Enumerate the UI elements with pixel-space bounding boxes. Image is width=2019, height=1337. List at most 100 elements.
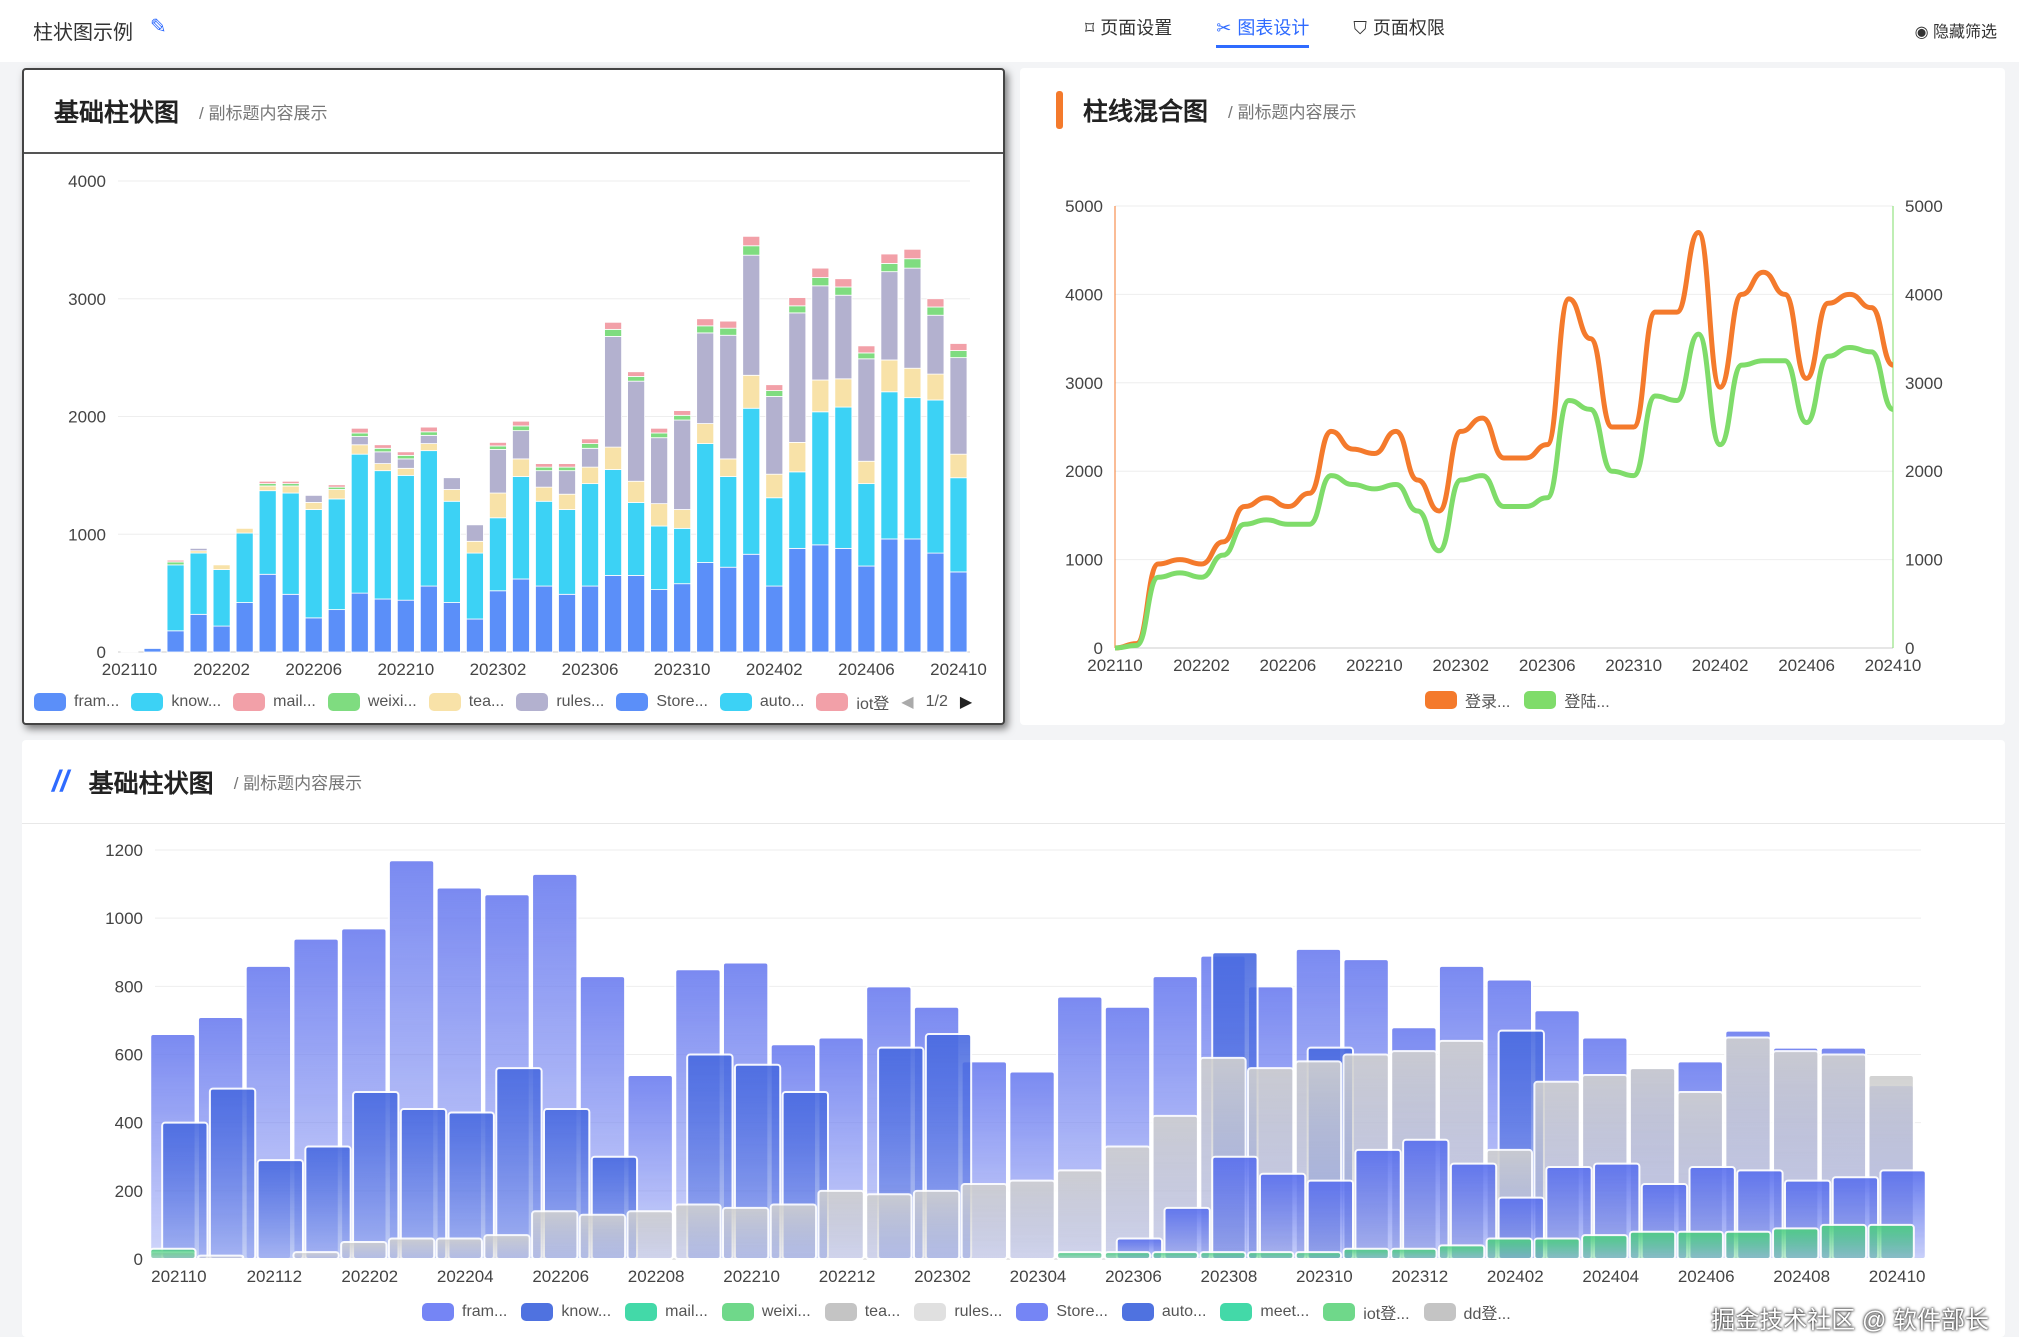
legend-item[interactable]: Store...: [616, 693, 708, 711]
bar-segment-tea: [489, 492, 507, 519]
legend-item[interactable]: meet...: [1220, 1303, 1309, 1321]
bar-segment-rules: [350, 436, 369, 446]
x-tick-label: 202202: [341, 1267, 398, 1286]
bar-tea: [340, 1240, 388, 1261]
legend-item[interactable]: weixi...: [721, 1303, 811, 1321]
x-tick-label: 202302: [914, 1267, 971, 1286]
legend-item[interactable]: rules...: [516, 693, 604, 711]
bar-iot: [1294, 1251, 1343, 1261]
bar-segment-tea: [235, 527, 254, 534]
legend-prev-icon[interactable]: ◀: [901, 694, 914, 711]
bar-segment-fram: [512, 578, 530, 653]
tab-page-settings[interactable]: ⌑ 页面设置: [1085, 0, 1172, 62]
bar-tea: [1008, 1179, 1056, 1261]
bar-iot: [1581, 1234, 1629, 1260]
bar-segment-know: [627, 502, 646, 576]
bar-iot: [1199, 1251, 1247, 1261]
legend-item[interactable]: rules...: [914, 1303, 1002, 1321]
bar-segment-tea: [903, 367, 922, 399]
legend-item[interactable]: mail...: [625, 1303, 708, 1321]
legend-item[interactable]: tea...: [428, 693, 504, 711]
edit-title-icon[interactable]: ✎: [150, 16, 167, 38]
x-tick-label: 202110: [1087, 656, 1142, 675]
bar-segment-mail: [650, 427, 669, 434]
legend-swatch: [721, 1303, 754, 1321]
bar-segment-fram: [650, 589, 669, 653]
bar-segment-fram: [926, 552, 945, 653]
bar-segment-fram: [189, 613, 208, 653]
y-tick-label: 3000: [68, 290, 106, 309]
tab-chart-design[interactable]: ✂ 图表设计: [1216, 0, 1310, 62]
bar-segment-know: [788, 471, 807, 549]
bar-iot: [1485, 1237, 1534, 1260]
bookmark-icon: ⌑: [1085, 18, 1095, 38]
x-tick-label: 202210: [723, 1267, 780, 1286]
legend-item[interactable]: tea...: [824, 1303, 900, 1321]
bar-segment-fram: [673, 583, 692, 653]
bar-segment-mail: [558, 463, 576, 468]
bar-segment-weixi: [857, 352, 876, 360]
y-tick-label: 1000: [105, 909, 143, 928]
legend-pager: 1/2: [925, 693, 948, 710]
bar-segment-tea: [788, 442, 807, 473]
bar-segment-tea: [742, 374, 761, 409]
bar-Store: [1211, 1155, 1259, 1260]
legend-item[interactable]: know...: [131, 693, 221, 711]
x-tick-label: 202312: [1391, 1267, 1448, 1286]
y-tick-label: 0: [134, 1250, 143, 1269]
legend-item[interactable]: 登录...: [1425, 688, 1510, 712]
y-tick-label: 4000: [1065, 285, 1103, 304]
legend-item[interactable]: mail...: [233, 693, 316, 711]
y-tick-label: 600: [115, 1046, 143, 1065]
bar-segment-rules: [512, 430, 530, 460]
bar-segment-rules: [903, 267, 922, 369]
y-tick-label: 1200: [105, 841, 143, 860]
bar-segment-mail: [788, 297, 807, 307]
legend-item[interactable]: fram...: [34, 693, 119, 711]
x-tick-label: 202406: [1678, 1267, 1735, 1286]
legend-item[interactable]: iot登: [816, 690, 889, 714]
bar-tea: [960, 1183, 1008, 1260]
bar-iot: [1390, 1247, 1438, 1260]
legend-next-icon[interactable]: ▶: [959, 694, 973, 711]
tab-page-permissions[interactable]: ⛉ 页面权限: [1353, 0, 1445, 62]
shield-icon: ⛉: [1353, 18, 1367, 38]
legend-item[interactable]: iot登...: [1323, 1300, 1410, 1324]
legend-item[interactable]: Store...: [1016, 1303, 1108, 1321]
legend-item[interactable]: dd登...: [1423, 1300, 1511, 1324]
bar-segment-tea: [926, 373, 945, 401]
bar-segment-know: [650, 525, 669, 590]
bar-segment-rules: [834, 294, 853, 380]
legend-item[interactable]: auto...: [1121, 1303, 1206, 1321]
legend-item[interactable]: auto...: [719, 693, 804, 711]
bar-tea: [817, 1189, 865, 1261]
accent-bar: [1056, 91, 1063, 129]
legend-item[interactable]: fram...: [422, 1303, 507, 1321]
card-title: 基础柱状图: [54, 99, 180, 127]
y2-tick-label: 4000: [1905, 285, 1943, 304]
x-tick-label: 202402: [1487, 1267, 1544, 1286]
bar-tea: [531, 1210, 579, 1260]
y-tick-label: 400: [115, 1114, 143, 1133]
bar-iot: [1772, 1227, 1820, 1261]
bar-segment-fram: [166, 630, 185, 653]
legend-item[interactable]: 登陆...: [1524, 688, 1610, 712]
bar-segment-fram: [258, 573, 277, 653]
x-tick-label: 202206: [1260, 656, 1317, 675]
bar-segment-rules: [742, 254, 761, 376]
bar-segment-mail: [281, 480, 300, 485]
hide-filter-button[interactable]: ◉ 隐藏筛选: [1914, 24, 1997, 41]
bar-segment-tea: [281, 485, 300, 494]
chart-legend: fram... know... mail... weixi... tea... rules…: [422, 1300, 1511, 1324]
bar-segment-fram: [742, 553, 761, 653]
y-tick-label: 800: [115, 977, 143, 996]
bar-tea: [292, 1251, 340, 1261]
bar-know: [256, 1159, 304, 1260]
bar-segment-weixi: [373, 447, 392, 453]
x-tick-label: 202408: [1773, 1267, 1830, 1286]
x-tick-label: 202308: [1201, 1267, 1258, 1286]
bar-segment-fram: [396, 599, 415, 653]
bar-segment-rules: [604, 336, 622, 448]
legend-item[interactable]: weixi...: [327, 693, 417, 711]
legend-item[interactable]: know...: [521, 1303, 611, 1321]
